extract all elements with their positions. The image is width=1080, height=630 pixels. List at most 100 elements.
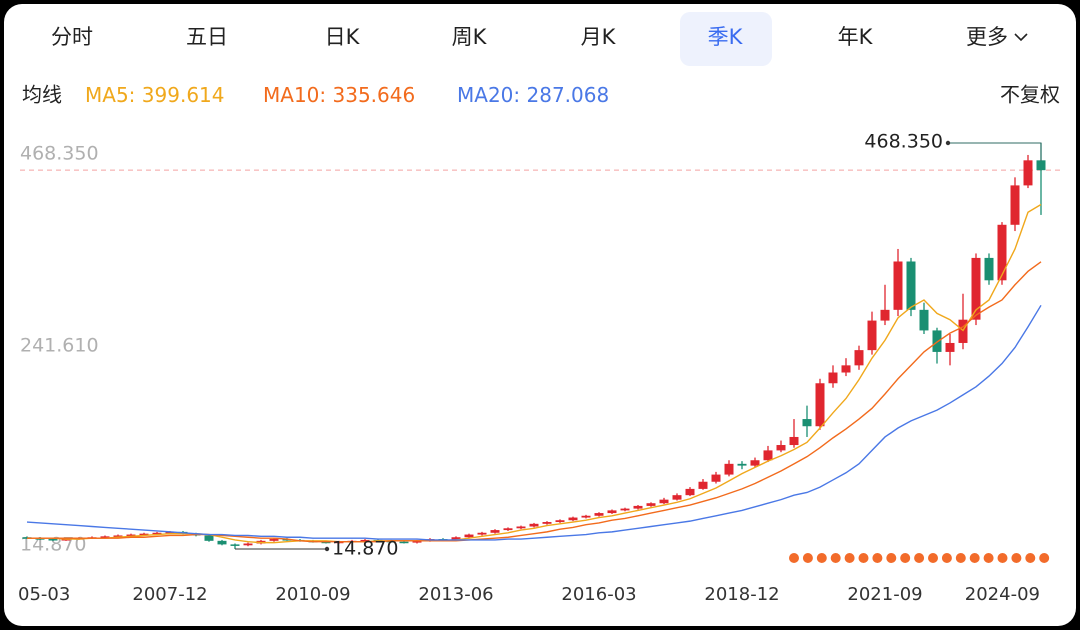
- event-dot[interactable]: [941, 553, 952, 563]
- y-tick-label: 468.350: [20, 143, 99, 165]
- event-dot[interactable]: [955, 553, 966, 563]
- event-dot[interactable]: [886, 553, 897, 563]
- candle-body: [763, 450, 773, 461]
- ma-label: 均线: [22, 83, 62, 107]
- event-dot[interactable]: [816, 553, 827, 563]
- candle-body: [399, 541, 409, 544]
- y-tick-label: 241.610: [20, 335, 99, 357]
- candle-body: [581, 515, 591, 518]
- event-dot[interactable]: [983, 553, 994, 563]
- screen: 均线 不复权 分时 五日 日K 周K 月K 季K 年K 更多 MA5: 399.614 MA10:…: [4, 4, 1076, 626]
- candle-body: [932, 330, 942, 352]
- candle-body: [568, 517, 578, 521]
- candle-body: [360, 539, 370, 542]
- candle-body: [620, 508, 630, 511]
- candle-body: [412, 540, 422, 543]
- candle-body: [646, 503, 656, 506]
- x-tick-label: 2007-12: [132, 584, 207, 605]
- legend-item: MA20: 287.068: [457, 83, 609, 107]
- x-tick-label: 2013-06: [418, 584, 493, 605]
- candle-body: [802, 419, 812, 427]
- event-dot[interactable]: [900, 553, 911, 563]
- event-dot[interactable]: [872, 553, 883, 563]
- candle-body: [61, 539, 71, 541]
- y-tick-label: 14.870: [20, 534, 86, 556]
- event-dot[interactable]: [844, 553, 855, 563]
- legend-name: MA5: [85, 83, 129, 107]
- candle-body: [126, 534, 136, 537]
- event-dot[interactable]: [997, 553, 1008, 563]
- candle-body: [984, 257, 994, 281]
- legend-value: 335.646: [333, 83, 416, 107]
- candle-body: [490, 530, 500, 533]
- candle-body: [1023, 160, 1033, 186]
- candle-body: [971, 257, 981, 320]
- event-dot[interactable]: [928, 553, 938, 563]
- legend-item: MA5: 399.614: [85, 83, 225, 107]
- candle-body: [997, 224, 1007, 281]
- x-tick-label: 2024-09: [965, 584, 1040, 605]
- min-dot: [324, 546, 330, 552]
- adjust-label[interactable]: 不复权: [1000, 83, 1060, 107]
- candle-body: [217, 540, 227, 545]
- candle-body: [139, 533, 149, 536]
- legend-sep: :: [319, 83, 332, 107]
- candle-body: [48, 539, 58, 541]
- tab[interactable]: 日K: [325, 25, 361, 49]
- candle-body: [919, 309, 929, 331]
- event-dot[interactable]: [914, 553, 925, 563]
- legend-sep: :: [513, 83, 526, 107]
- tab[interactable]: 五日: [186, 25, 228, 49]
- legend-sep: :: [129, 83, 142, 107]
- legend-name: MA20: [457, 83, 513, 107]
- candle-body: [893, 261, 903, 310]
- dropdown-chevron: [1014, 33, 1028, 42]
- legend-value: 399.614: [142, 83, 225, 107]
- event-dot[interactable]: [830, 553, 841, 563]
- candle-body: [165, 531, 175, 534]
- candle-body: [152, 532, 162, 535]
- candle-body: [594, 513, 604, 516]
- tab[interactable]: 更多: [966, 25, 1008, 49]
- x-tick-label: 2021-09: [847, 584, 922, 605]
- tab[interactable]: 周K: [452, 25, 488, 49]
- candle-body: [230, 544, 240, 546]
- candle-body: [243, 543, 253, 546]
- candle-body: [698, 481, 708, 489]
- event-dot[interactable]: [789, 553, 799, 563]
- max-dot: [945, 140, 951, 146]
- candle-body: [854, 350, 864, 366]
- chart: 均线 不复权 分时 五日 日K 周K 月K 季K 年K 更多 MA5: 399.614 MA10:…: [18, 12, 1062, 605]
- candle-body: [945, 342, 955, 352]
- tab[interactable]: 季K: [708, 25, 744, 49]
- x-tick-label: 05-03: [18, 584, 70, 605]
- event-dot[interactable]: [969, 553, 980, 563]
- tab[interactable]: 分时: [51, 25, 93, 49]
- legend-name: MA10: [263, 83, 319, 107]
- candle-body: [477, 532, 487, 535]
- candle-body: [867, 320, 877, 351]
- tab[interactable]: 月K: [581, 25, 617, 49]
- candle-body: [464, 534, 474, 538]
- ma-line: [27, 203, 1042, 544]
- candle-body: [828, 372, 838, 384]
- event-dot[interactable]: [1025, 553, 1036, 563]
- max-label: 468.350: [864, 131, 943, 153]
- event-dot[interactable]: [802, 553, 813, 563]
- candle-body: [906, 261, 916, 310]
- legend-value: 287.068: [527, 83, 610, 107]
- tab[interactable]: 年K: [838, 25, 874, 49]
- candle-body: [113, 535, 123, 537]
- x-tick-label: 2016-03: [561, 584, 636, 605]
- candle-body: [815, 383, 825, 427]
- candle-body: [516, 526, 526, 529]
- candle-body: [633, 505, 643, 509]
- candle-body: [282, 539, 292, 541]
- candle-body: [880, 309, 890, 321]
- candle-body: [35, 538, 45, 540]
- x-tick-label: 2018-12: [704, 584, 779, 605]
- event-dot[interactable]: [1039, 553, 1050, 563]
- event-dot[interactable]: [1011, 553, 1022, 563]
- event-dot[interactable]: [858, 553, 869, 563]
- candle-body: [607, 510, 617, 514]
